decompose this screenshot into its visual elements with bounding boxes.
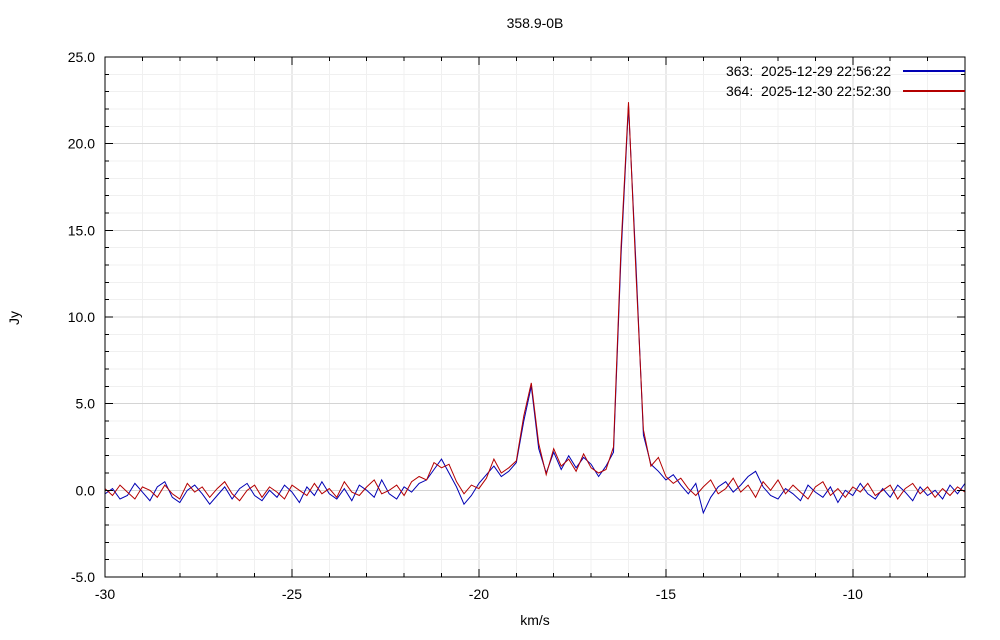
x-tick-label: -15 xyxy=(656,586,676,602)
x-tick-label: -30 xyxy=(95,586,115,602)
legend-entry-text: 363: 2025-12-29 22:56:22 xyxy=(725,63,891,79)
y-tick-label: 20.0 xyxy=(68,136,95,152)
legend-entry-364: 364: 2025-12-30 22:52:30 xyxy=(726,83,965,99)
y-tick-label: 10.0 xyxy=(68,309,95,325)
x-tick-label: -20 xyxy=(469,586,489,602)
legend: 363: 2025-12-29 22:56:22 364: 2025-12-30 … xyxy=(726,63,965,99)
series-line-363 xyxy=(105,105,965,515)
y-tick-label: 25.0 xyxy=(68,49,95,65)
x-tick-label: -10 xyxy=(843,586,863,602)
y-tick-label: 0.0 xyxy=(76,482,96,498)
legend-entry-text: 364: 2025-12-30 22:52:30 xyxy=(725,83,891,99)
chart-title: 358.9-0B xyxy=(506,15,564,31)
y-axis-label: Jy xyxy=(6,311,22,325)
legend-line-swatch xyxy=(903,70,965,72)
y-tick-label: 5.0 xyxy=(76,396,96,412)
legend-line-swatch xyxy=(903,90,965,92)
x-axis-label: km/s xyxy=(520,612,550,628)
x-tick-label: -25 xyxy=(282,586,302,602)
legend-entry-363: 363: 2025-12-29 22:56:22 xyxy=(726,63,965,79)
series-line-364 xyxy=(105,102,965,502)
y-tick-label: -5.0 xyxy=(71,569,95,585)
y-tick-label: 15.0 xyxy=(68,222,95,238)
